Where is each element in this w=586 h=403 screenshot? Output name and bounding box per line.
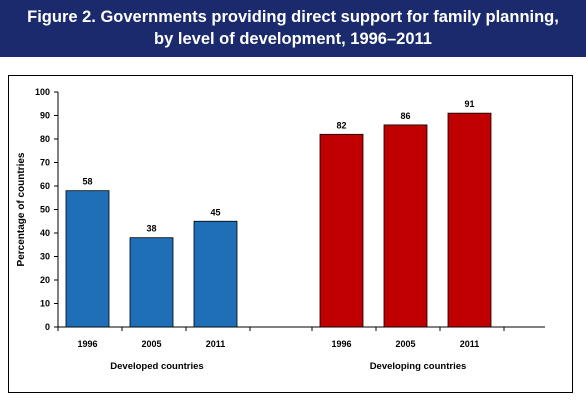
bar — [193, 220, 238, 328]
y-tick-label: 40 — [40, 228, 50, 238]
chart-title-banner: Figure 2. Governments providing direct s… — [0, 0, 586, 57]
bar-data-label: 58 — [82, 177, 92, 187]
chart-title-line-2: by level of development, 1996–2011 — [154, 30, 432, 48]
y-tick-label: 50 — [40, 205, 50, 215]
y-tick-label: 70 — [40, 158, 50, 168]
y-axis-title: Percentage of countries — [16, 152, 27, 266]
x-category-label: 1996 — [77, 339, 97, 349]
group-label: Developed countries — [110, 361, 203, 372]
y-tick-label: 20 — [40, 275, 50, 285]
bar — [447, 112, 492, 328]
x-category-label: 2005 — [141, 339, 161, 349]
bar — [319, 133, 364, 328]
y-tick-label: 80 — [40, 134, 50, 144]
bar-data-label: 45 — [210, 207, 220, 217]
y-tick-label: 100 — [35, 87, 50, 97]
x-category-label: 2011 — [460, 339, 480, 349]
x-category-label: 2005 — [395, 339, 415, 349]
x-category-label: 1996 — [331, 339, 351, 349]
y-tick-label: 10 — [40, 299, 50, 309]
bar — [129, 237, 174, 328]
y-tick-label: 90 — [40, 111, 50, 121]
bar-data-label: 38 — [146, 224, 156, 234]
y-tick-label: 60 — [40, 181, 50, 191]
y-tick-label: 30 — [40, 252, 50, 262]
bar-data-label: 86 — [400, 111, 410, 121]
chart-title-line-1: Figure 2. Governments providing direct s… — [27, 8, 559, 26]
x-category-label: 2011 — [206, 339, 226, 349]
y-tick-label: 0 — [45, 322, 50, 332]
group-label: Developing countries — [370, 361, 467, 372]
bar-data-label: 91 — [464, 99, 474, 109]
bar-data-label: 82 — [336, 120, 346, 130]
bar — [383, 124, 428, 328]
bar — [65, 190, 110, 328]
